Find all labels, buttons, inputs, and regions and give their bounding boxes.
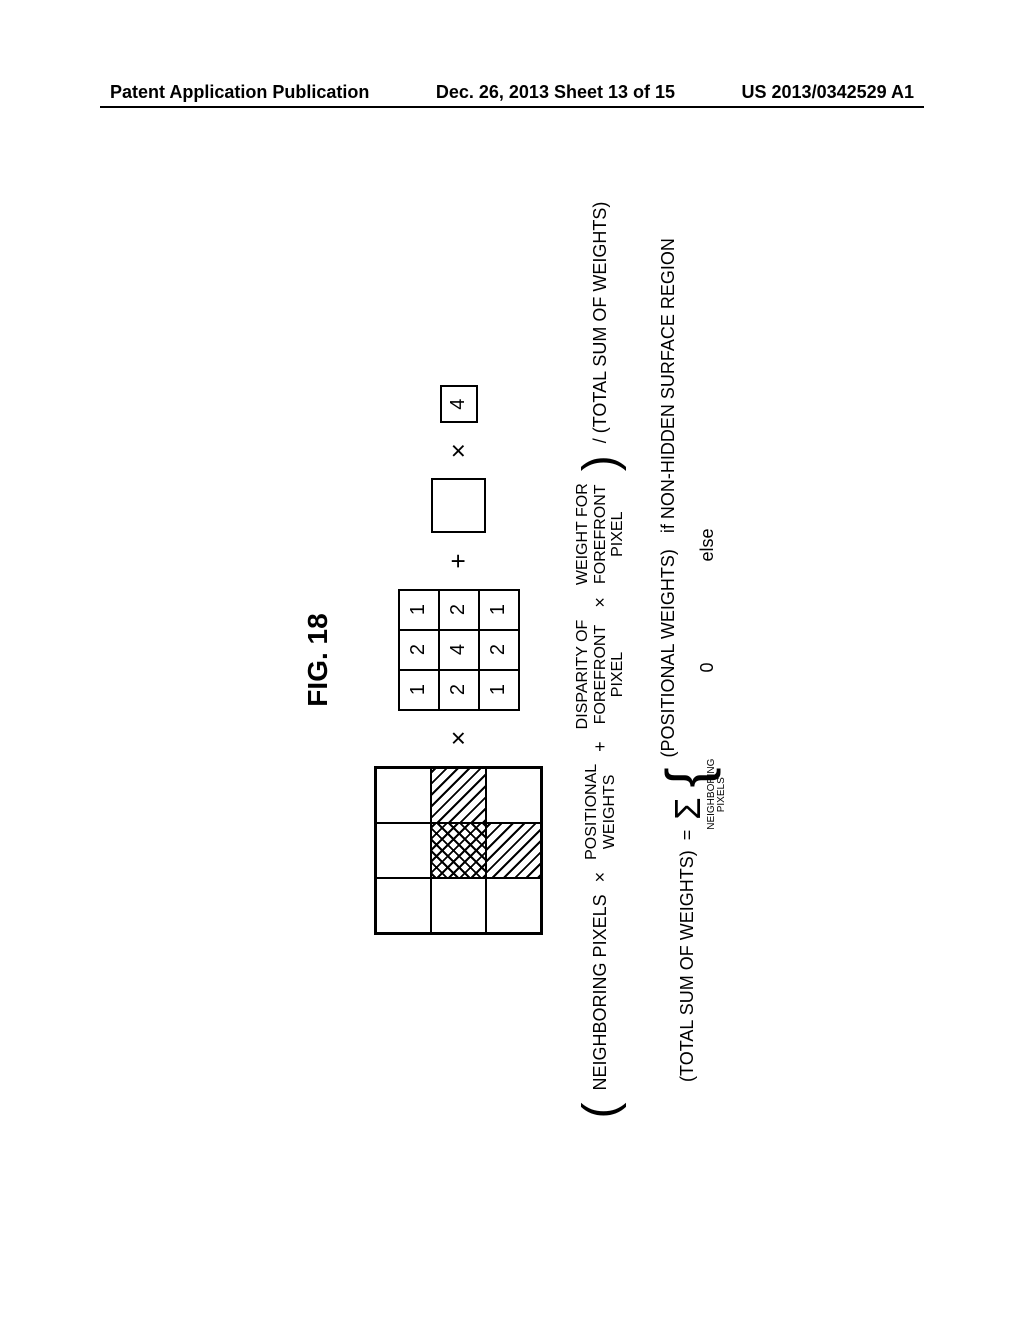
cases-block: (POSITIONAL WEIGHTS) if NON-HIDDEN SURFA… bbox=[658, 238, 718, 757]
label-neighboring-pixels: NEIGHBORING PIXELS bbox=[590, 894, 611, 1090]
sigma-subscript: NEIGHBORING PIXELS bbox=[707, 760, 727, 830]
weight-cell: 2 bbox=[439, 590, 479, 630]
label-disparity-forefront: DISPARITY OF FOREFRONT PIXEL bbox=[574, 620, 627, 730]
neighboring-pixels-grid bbox=[374, 766, 543, 935]
case2-condition: else bbox=[697, 528, 718, 561]
formula-row-1: ( NEIGHBORING PIXELS × POSITIONAL WEIGHT… bbox=[573, 110, 628, 1210]
plus-operator: + bbox=[590, 741, 611, 752]
weight-cell: 4 bbox=[439, 630, 479, 670]
sigma-symbol: Σ NEIGHBORING PIXELS bbox=[667, 798, 709, 820]
grid-cell bbox=[376, 878, 431, 933]
weight-cell: 1 bbox=[399, 590, 439, 630]
weight-cell: 1 bbox=[479, 670, 519, 710]
case1-value: (POSITIONAL WEIGHTS) bbox=[658, 549, 679, 757]
formula-row-2: (TOTAL SUM OF WEIGHTS) = Σ NEIGHBORING P… bbox=[653, 110, 722, 1210]
grid-cell bbox=[376, 823, 431, 878]
weight-cell: 1 bbox=[399, 670, 439, 710]
figure-title: FIG. 18 bbox=[302, 110, 334, 1210]
grid-cell bbox=[431, 878, 486, 933]
weight-cell: 2 bbox=[439, 670, 479, 710]
case-1: (POSITIONAL WEIGHTS) if NON-HIDDEN SURFA… bbox=[658, 238, 679, 757]
grid-cell bbox=[486, 878, 541, 933]
visual-equation-row: × 1 2 1 2 4 2 1 2 1 + × 4 bbox=[374, 110, 543, 1210]
times-operator: × bbox=[443, 731, 474, 746]
grid-cell bbox=[376, 768, 431, 823]
figure-body: FIG. 18 × 1 2 1 2 4 2 1 2 1 + × bbox=[302, 110, 722, 1210]
label-positional-weights: POSITIONAL WEIGHTS bbox=[583, 764, 618, 860]
header-rule bbox=[100, 106, 924, 108]
header-right: US 2013/0342529 A1 bbox=[742, 82, 914, 103]
case2-value: 0 bbox=[697, 577, 718, 757]
equals-sign: = bbox=[677, 830, 698, 841]
grid-cell bbox=[486, 768, 541, 823]
case1-condition: if NON-HIDDEN SURFACE REGION bbox=[658, 238, 679, 533]
grid-cell-center bbox=[431, 823, 486, 878]
open-paren: ( bbox=[573, 1102, 628, 1118]
label-divided-by-total: / (TOTAL SUM OF WEIGHTS) bbox=[590, 202, 611, 444]
times-operator: × bbox=[590, 597, 611, 608]
positional-weights-grid: 1 2 1 2 4 2 1 2 1 bbox=[398, 589, 520, 711]
weight-cell: 2 bbox=[479, 630, 519, 670]
times-operator: × bbox=[443, 443, 474, 458]
forefront-weight-box: 4 bbox=[440, 385, 478, 423]
grid-cell-hatched bbox=[431, 768, 486, 823]
weight-cell: 2 bbox=[399, 630, 439, 670]
page-header: Patent Application Publication Dec. 26, … bbox=[0, 82, 1024, 103]
header-mid: Dec. 26, 2013 Sheet 13 of 15 bbox=[436, 82, 675, 103]
forefront-pixel-box bbox=[431, 478, 486, 533]
times-operator: × bbox=[590, 872, 611, 883]
plus-operator: + bbox=[443, 553, 474, 568]
label-total-sum: (TOTAL SUM OF WEIGHTS) bbox=[677, 850, 698, 1082]
close-paren: ) bbox=[573, 455, 628, 471]
label-weight-forefront: WEIGHT FOR FOREFRONT PIXEL bbox=[574, 483, 627, 585]
case-2: 0 else bbox=[697, 238, 718, 757]
header-left: Patent Application Publication bbox=[110, 82, 369, 103]
weight-cell: 1 bbox=[479, 590, 519, 630]
grid-cell-hatched bbox=[486, 823, 541, 878]
